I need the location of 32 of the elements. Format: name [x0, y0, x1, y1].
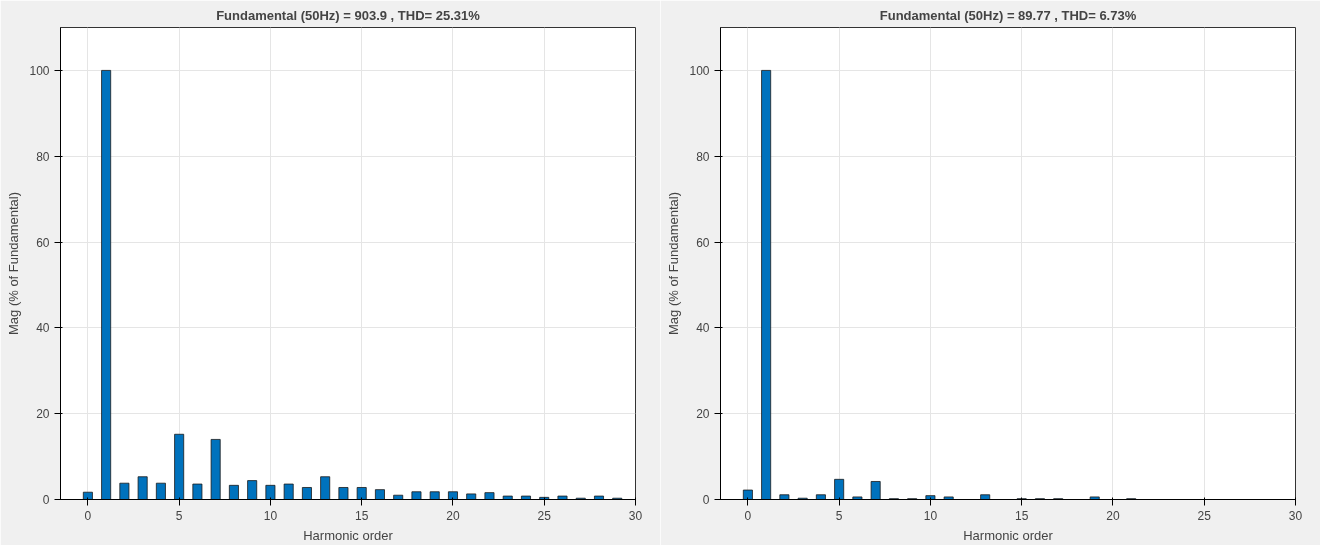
- x-tick-label: 30: [628, 508, 643, 523]
- y-tick-label: 100: [29, 63, 50, 78]
- chart-title: Fundamental (50Hz) = 903.9 , THD= 25.31%: [216, 7, 481, 23]
- x-axis-title: Harmonic order: [963, 527, 1054, 543]
- x-tick-label: 15: [355, 508, 369, 523]
- x-tick-label: 5: [835, 508, 843, 523]
- y-tick-label: 40: [36, 321, 50, 336]
- x-tick-label: 15: [1015, 508, 1029, 523]
- y-tick-label: 60: [696, 235, 710, 250]
- x-tick-label: 0: [84, 508, 92, 523]
- x-tick-label: 0: [744, 508, 752, 523]
- y-axis-title: Mag (% of Fundamental): [666, 191, 682, 336]
- y-tick-label: 80: [36, 149, 50, 164]
- x-tick-label: 10: [263, 508, 278, 523]
- x-tick-label: 10: [923, 508, 938, 523]
- chart-title: Fundamental (50Hz) = 89.77 , THD= 6.73%: [879, 7, 1137, 23]
- y-tick-label: 100: [689, 63, 710, 78]
- y-tick-label: 20: [696, 407, 710, 422]
- x-tick-label: 5: [175, 508, 183, 523]
- y-tick-label: 0: [702, 493, 710, 507]
- x-axis-title: Harmonic order: [303, 527, 394, 543]
- x-tick-label: 20: [1106, 508, 1120, 523]
- y-tick-label: 40: [696, 321, 710, 336]
- y-tick-label: 0: [42, 493, 50, 507]
- x-tick-label: 30: [1288, 508, 1303, 523]
- y-axis-title: Mag (% of Fundamental): [6, 191, 22, 336]
- y-tick-label: 20: [36, 407, 50, 422]
- x-tick-label: 25: [537, 508, 552, 523]
- y-tick-label: 80: [696, 149, 710, 164]
- x-tick-label: 25: [1197, 508, 1212, 523]
- x-tick-label: 20: [446, 508, 460, 523]
- y-tick-label: 60: [36, 235, 50, 250]
